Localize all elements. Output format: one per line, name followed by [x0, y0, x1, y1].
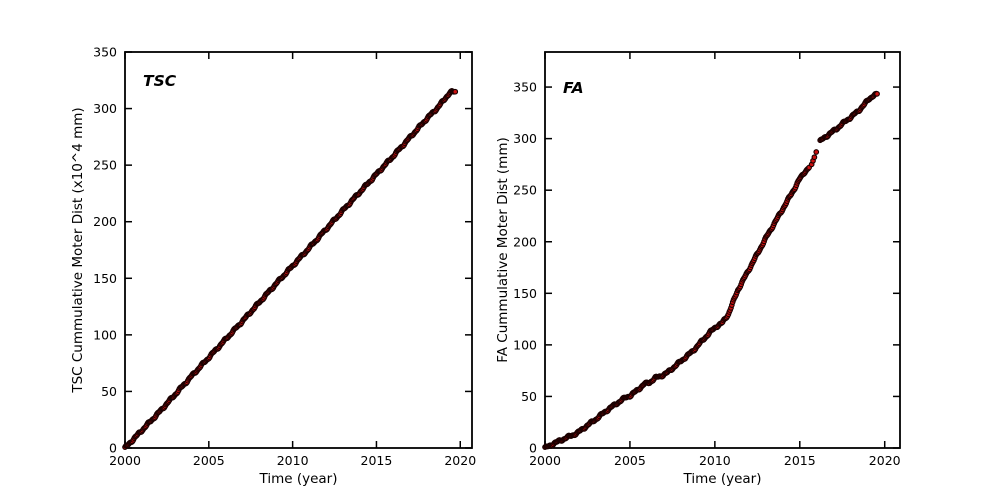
fa-y-tick-label: 300 [513, 131, 537, 146]
tsc-x-tick-label: 2015 [361, 453, 393, 468]
fa-series [542, 90, 880, 451]
fa-plot: 2000 2005 2010 2015 2020 0 50 100 150 200 250 300 35… [495, 51, 901, 487]
tsc-y-tick-label: 350 [93, 45, 117, 60]
tsc-annotation: TSC [143, 72, 177, 90]
fa-axes-frame [544, 51, 901, 449]
tsc-axes-frame [124, 51, 473, 449]
tsc-y-tick-label: 0 [109, 441, 117, 456]
tsc-ticks [124, 51, 472, 449]
tsc-yaxis-label: TSC Cummulative Moter Dist (x10^4 mm) [70, 107, 86, 393]
fa-y-tick-label: 250 [513, 183, 537, 198]
tsc-y-tick-label: 300 [93, 101, 117, 116]
data-point [874, 90, 880, 97]
fa-axes [544, 51, 901, 449]
tsc-y-tick-label: 100 [93, 327, 117, 342]
fa-y-tick-label: 50 [521, 389, 537, 404]
fa-tick-labels: 2000 2005 2010 2015 2020 0 50 100 150 200 250 300 35… [513, 80, 901, 468]
tsc-plot: 2000 2005 2010 2015 2020 0 50 100 150 200 250 300 35… [70, 45, 476, 488]
fa-y-tick-label: 350 [513, 80, 537, 95]
tsc-y-tick-label: 250 [93, 158, 117, 173]
tsc-x-tick-label: 2020 [444, 453, 476, 468]
tsc-x-tick-label: 2005 [193, 453, 225, 468]
tsc-x-tick-label: 2010 [277, 453, 309, 468]
fa-xaxis-label: Time (year) [683, 471, 762, 487]
fa-x-tick-label: 2010 [699, 453, 731, 468]
fa-y-tick-label: 150 [513, 286, 537, 301]
tsc-y-tick-label: 50 [101, 384, 117, 399]
tsc-y-tick-label: 200 [93, 214, 117, 229]
fa-x-tick-label: 2020 [869, 453, 901, 468]
tsc-series [122, 87, 459, 451]
tsc-xaxis-label: Time (year) [259, 471, 338, 487]
fa-x-tick-label: 2000 [529, 453, 561, 468]
tsc-tick-labels: 2000 2005 2010 2015 2020 0 50 100 150 200 250 300 35… [93, 45, 476, 469]
tsc-axes [124, 51, 473, 449]
fa-x-tick-label: 2015 [784, 453, 816, 468]
tsc-y-tick-label: 150 [93, 271, 117, 286]
fa-y-tick-label: 200 [513, 234, 537, 249]
data-point-sparse [811, 154, 818, 161]
tsc-x-tick-label: 2000 [109, 453, 141, 468]
fa-yaxis-label: FA Cummulative Moter Dist (mm) [495, 137, 511, 363]
data-point-sparse [813, 149, 820, 155]
data-point [452, 88, 459, 95]
fa-annotation: FA [563, 79, 584, 97]
fa-x-tick-label: 2005 [614, 453, 646, 468]
fa-y-tick-label: 100 [513, 337, 537, 352]
fa-ticks [544, 52, 900, 449]
fa-y-tick-label: 0 [529, 441, 537, 456]
